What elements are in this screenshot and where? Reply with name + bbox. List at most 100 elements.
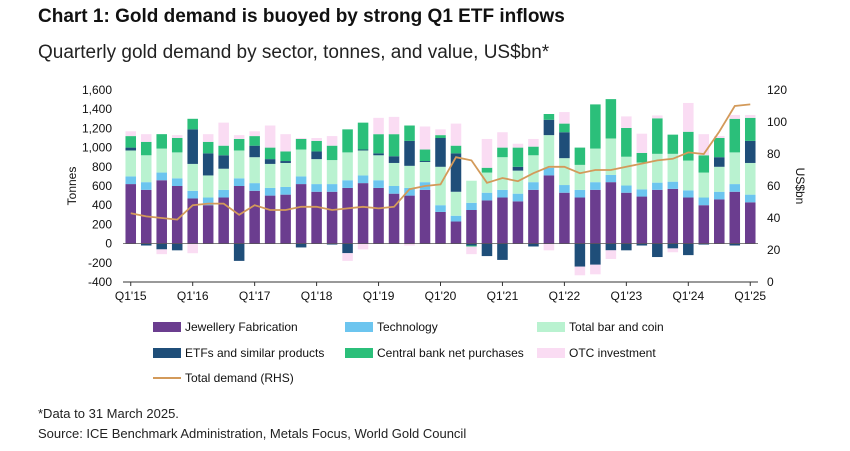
bar-segment <box>636 133 648 153</box>
bar-segment <box>326 243 338 245</box>
bar-segment <box>218 189 229 198</box>
bar-segment <box>311 191 322 244</box>
bar-segment <box>512 170 524 194</box>
bar-segment <box>698 197 710 206</box>
y-tick-label: -400 <box>88 275 112 289</box>
bar-segment <box>543 243 555 251</box>
bar-segment <box>590 264 601 275</box>
bar-segment <box>218 122 229 146</box>
bar-segment <box>528 138 539 147</box>
bar-segment <box>342 243 353 254</box>
bar-segment <box>652 182 663 190</box>
legend-label-otc: OTC investment <box>569 346 656 360</box>
bar-segment <box>140 155 152 183</box>
y-axis-label: Tonnes <box>65 167 79 206</box>
chart-subtitle: Quarterly gold demand by sector, tonnes,… <box>38 42 550 63</box>
bar-segment <box>683 197 694 244</box>
bar-segment <box>125 176 137 185</box>
total-demand-line <box>130 103 751 221</box>
bar-segment <box>388 116 400 135</box>
bar-segment <box>698 243 710 245</box>
legend-swatch-central-bank <box>345 348 373 358</box>
bar-segment <box>744 202 756 244</box>
legend-label-technology: Technology <box>377 320 438 334</box>
bar-segment <box>512 201 524 244</box>
bar-segment <box>342 180 353 188</box>
bar-segment <box>636 243 648 246</box>
bar-segment <box>698 134 710 156</box>
y-tick-label: 1,000 <box>82 141 112 155</box>
bar-segment <box>621 156 632 186</box>
bar-segment <box>249 157 260 184</box>
chart-title: Chart 1: Gold demand is buoyed by strong… <box>38 6 565 27</box>
bar-segment <box>652 115 663 119</box>
bar-segment <box>404 195 415 244</box>
bar-segment <box>559 185 570 193</box>
bar-segment <box>419 189 431 244</box>
bar-segment <box>295 243 307 248</box>
bar-segment <box>528 182 539 190</box>
x-tick-label: Q1'22 <box>549 289 581 303</box>
bar-segment <box>590 189 601 244</box>
bar-segment <box>156 134 167 149</box>
bar-segment <box>435 135 446 138</box>
bar-segment <box>419 161 431 162</box>
y2-tick-label: 60 <box>767 179 781 193</box>
bar-segment <box>683 243 694 256</box>
bar-segment <box>373 153 384 156</box>
x-tick-label: Q1'18 <box>301 289 333 303</box>
bar-segment <box>559 192 570 244</box>
bar-segment <box>218 145 229 156</box>
bar-segment <box>497 197 508 244</box>
bar-segment <box>233 135 245 139</box>
bar-segment <box>543 114 555 120</box>
bar-segment <box>264 159 276 164</box>
bar-segment <box>202 197 214 206</box>
chart-legend: Jewellery Fabrication Technology Total b… <box>153 320 664 385</box>
bar-segment <box>652 153 663 183</box>
bar-segment <box>450 215 462 222</box>
bar-segment <box>357 149 369 151</box>
bar-segment <box>171 186 183 244</box>
bar-segment <box>233 150 245 179</box>
legend-swatch-otc <box>537 348 565 358</box>
bar-segment <box>342 253 353 261</box>
bar-segment <box>373 180 384 188</box>
bar-segment <box>574 147 586 165</box>
y2-tick-label: 120 <box>767 83 787 97</box>
bar-segment <box>342 129 353 153</box>
bar-segment <box>466 210 477 244</box>
bar-segment <box>373 155 384 181</box>
bar-segment <box>481 200 493 244</box>
bar-segment <box>590 182 601 190</box>
bar-segment <box>528 146 539 156</box>
bar-segment <box>295 138 307 139</box>
bar-segment <box>559 158 570 186</box>
bar-segment <box>404 165 415 188</box>
bar-segment <box>357 243 369 250</box>
bar-segment <box>667 188 679 244</box>
x-tick-label: Q1'19 <box>363 289 395 303</box>
bar-segment <box>636 162 648 190</box>
bar-segment <box>714 138 725 158</box>
bar-segment <box>342 187 353 244</box>
bar-segment <box>435 166 446 206</box>
bar-segment <box>249 131 260 137</box>
bar-segment <box>729 243 741 246</box>
bar-segment <box>683 102 694 132</box>
y2-tick-label: 80 <box>767 147 781 161</box>
bar-segment <box>605 243 617 251</box>
bar-segment <box>744 194 756 203</box>
bar-segment <box>559 112 570 124</box>
bar-segment <box>466 180 477 203</box>
legend-label-total: Total demand (RHS) <box>185 371 294 385</box>
bar-segment <box>326 145 338 161</box>
bar-segment <box>187 243 198 254</box>
bar-segment <box>512 193 524 202</box>
bar-segment <box>218 155 229 169</box>
bar-segment <box>512 147 524 167</box>
y2-tick-label: 0 <box>767 275 774 289</box>
bar-segment <box>667 134 679 154</box>
bar-segment <box>714 199 725 244</box>
